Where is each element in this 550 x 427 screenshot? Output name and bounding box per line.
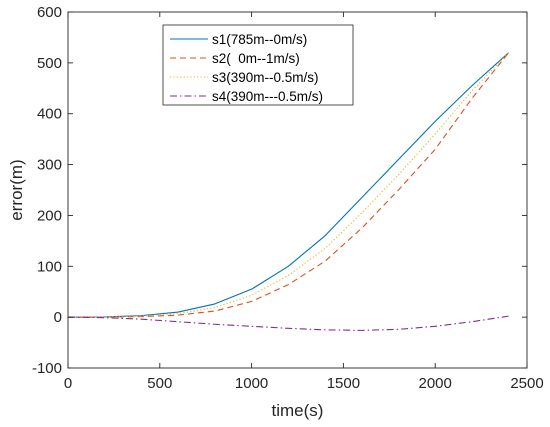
legend-label-s1: s1(785m--0m/s) <box>212 32 307 47</box>
y-tick-label: 100 <box>37 258 62 275</box>
x-axis-label: time(s) <box>272 401 324 420</box>
legend-label-s3: s3(390m--0.5m/s) <box>212 70 319 85</box>
y-axis-label: error(m) <box>7 159 26 220</box>
y-tick-label: 400 <box>37 106 62 123</box>
legend-box <box>162 24 354 106</box>
legend-label-s4: s4(390m---0.5m/s) <box>212 89 323 104</box>
x-tick-label: 500 <box>147 375 172 392</box>
series-line-s3 <box>68 52 510 318</box>
axes-box <box>67 11 528 369</box>
y-tick-label: 0 <box>54 309 62 326</box>
legend-label-s2: s2( 0m--1m/s) <box>212 51 300 66</box>
x-tick-label: 2500 <box>510 375 543 392</box>
y-tick-label: 200 <box>37 207 62 224</box>
series-line-s4 <box>67 315 509 331</box>
x-tick-label: 1000 <box>235 375 268 392</box>
x-tick-label: 1500 <box>327 375 360 392</box>
series-line-s2 <box>68 52 510 318</box>
y-tick-label: -100 <box>32 360 62 377</box>
series-line-s1 <box>67 52 510 318</box>
legend: s1(785m--0m/s) s2( 0m--1m/s) s3(390m--0.5m… <box>162 24 354 106</box>
y-tick-label: 600 <box>37 4 62 21</box>
x-tick-label: 0 <box>64 375 72 392</box>
x-tick-label: 2000 <box>419 375 452 392</box>
y-tick-label: 300 <box>37 157 62 174</box>
y-tick-label: 500 <box>37 55 62 72</box>
